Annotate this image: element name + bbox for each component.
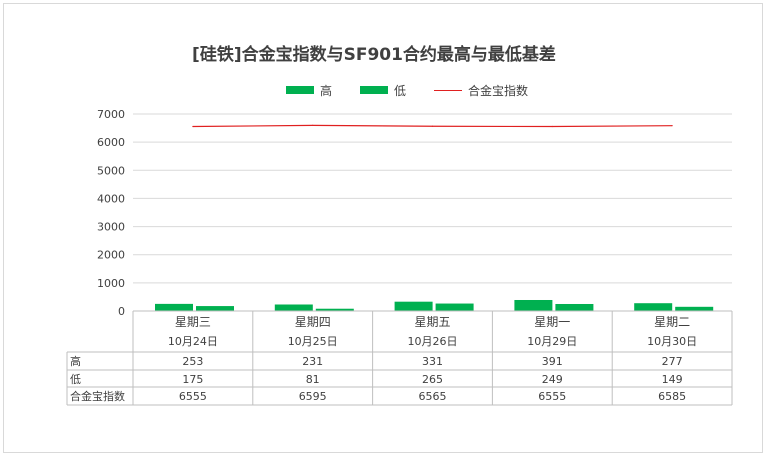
point-index [671, 125, 673, 127]
bar-high [394, 301, 433, 311]
legend-swatch-low [360, 86, 388, 94]
category-weekday-label: 星期五 [414, 315, 450, 329]
point-index [431, 125, 434, 127]
y-tick-label: 7000 [97, 108, 125, 121]
category-date-label: 10月30日 [647, 335, 697, 348]
point-index [312, 124, 314, 126]
data-label: 6555 [179, 390, 207, 403]
y-tick-label: 6000 [97, 136, 125, 149]
chart-plot: 0 1000 2000 3000 4000 5000 6000 7000 星期三 10月24日 星期… [66, 108, 733, 406]
data-label: 331 [422, 355, 443, 368]
bar-low [675, 306, 714, 311]
y-tick-label: 5000 [97, 164, 125, 177]
table-row-label: 合金宝指数 [70, 389, 125, 403]
data-label: 175 [182, 373, 203, 386]
chart-title: [硅铁]合金宝指数与SF901合约最高与最低基差 [192, 45, 556, 65]
data-label: 6595 [299, 390, 327, 403]
data-label: 149 [662, 373, 683, 386]
category-date-label: 10月25日 [288, 335, 338, 348]
table-row-label: 低 [70, 373, 81, 386]
bar-high [274, 304, 313, 311]
data-label: 6555 [538, 390, 566, 403]
legend-item-index: 合金宝指数 [434, 82, 528, 98]
data-label: 231 [302, 355, 323, 368]
y-tick-label: 4000 [97, 192, 125, 205]
legend-label-index: 合金宝指数 [468, 83, 529, 98]
category-weekday-label: 星期一 [534, 315, 570, 329]
y-tick-label: 2000 [97, 249, 125, 262]
data-label: 391 [542, 355, 563, 368]
y-tick-label: 1000 [97, 277, 125, 290]
category-date-label: 10月29日 [527, 335, 577, 348]
data-label: 265 [422, 373, 443, 386]
chart-frame: [硅铁]合金宝指数与SF901合约最高与最低基差 高 低 合金宝指数 0 1000… [3, 3, 763, 453]
point-index [192, 125, 194, 128]
category-weekday-label: 星期三 [175, 315, 211, 329]
bar-high [634, 303, 673, 311]
bar-high [155, 303, 193, 311]
bar-low [555, 303, 594, 311]
data-label: 277 [662, 355, 683, 368]
legend-line-index [434, 89, 462, 91]
data-label: 249 [542, 373, 563, 386]
legend-item-high: 高 [286, 82, 332, 98]
table-row-label: 高 [70, 354, 81, 368]
data-label: 6565 [419, 390, 447, 403]
bar-low [196, 306, 234, 311]
y-tick-label: 3000 [97, 221, 125, 234]
category-date-label: 10月24日 [168, 335, 218, 348]
category-weekday-label: 星期四 [295, 315, 331, 329]
bar-high [514, 299, 553, 311]
data-label: 253 [182, 355, 203, 368]
bar-low [435, 303, 474, 311]
legend-swatch-high [286, 86, 314, 94]
legend-item-low: 低 [360, 82, 406, 98]
y-tick-label: 0 [118, 305, 125, 318]
data-label: 6585 [658, 390, 686, 403]
bar-low [315, 308, 354, 311]
data-label: 81 [306, 373, 320, 386]
legend-label-high: 高 [320, 83, 333, 98]
category-weekday-label: 星期二 [654, 315, 690, 329]
point-index [551, 125, 553, 128]
legend-label-low: 低 [394, 83, 407, 98]
category-date-label: 10月26日 [408, 335, 458, 348]
